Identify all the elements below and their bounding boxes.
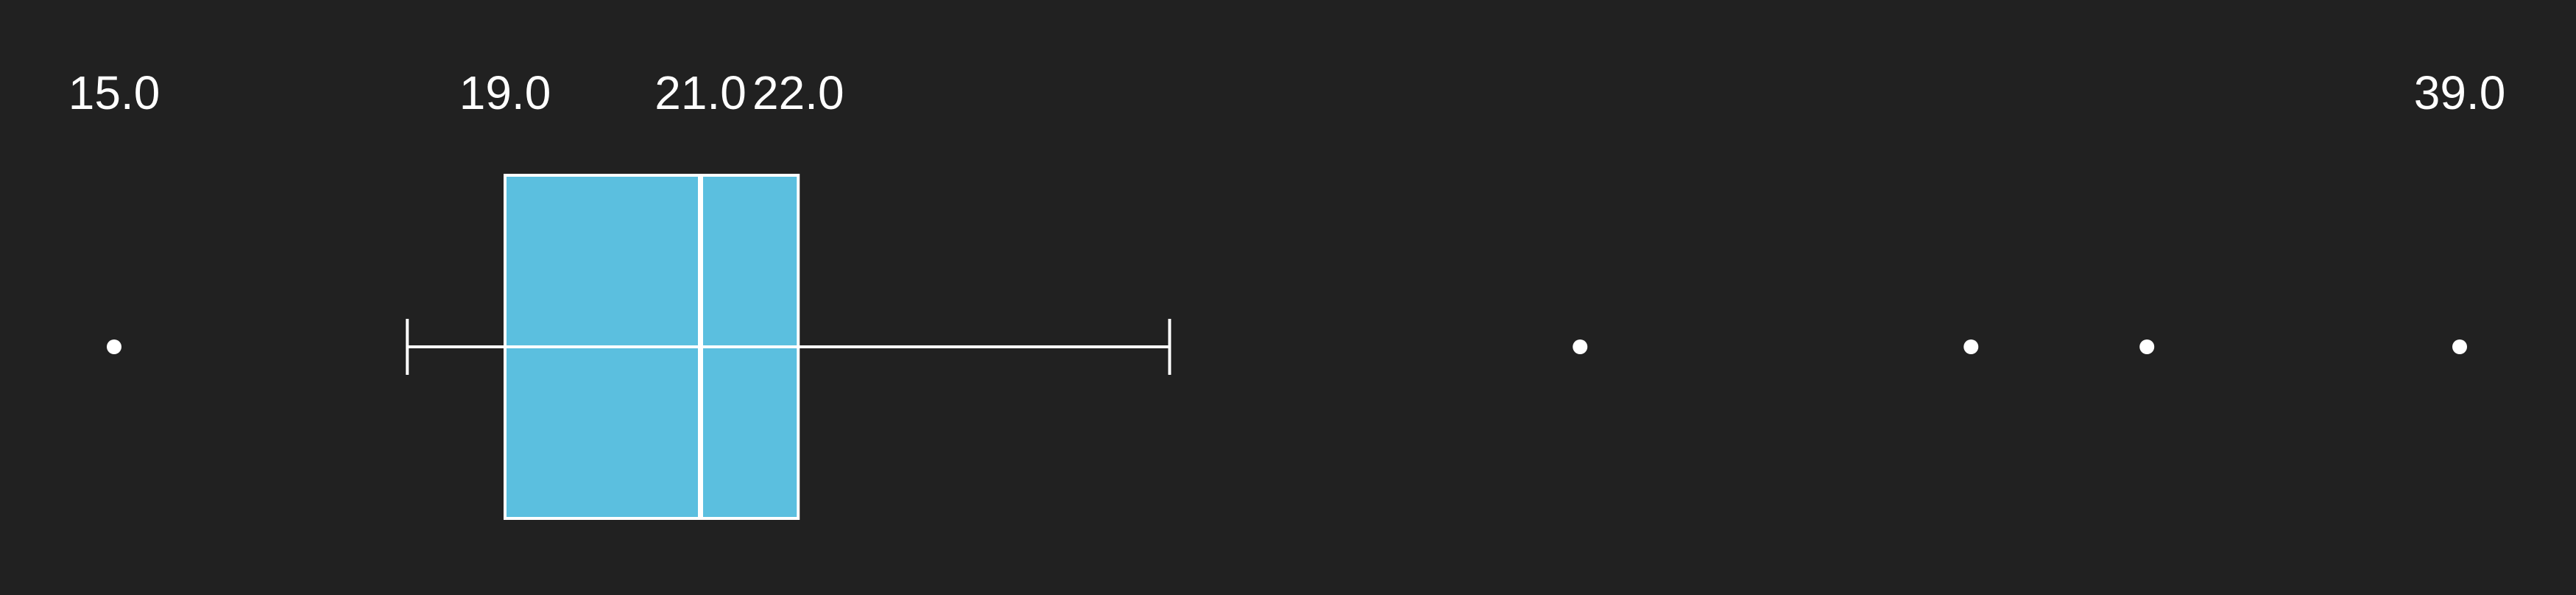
outlier-point xyxy=(2452,339,2467,354)
value-label: 39.0 xyxy=(2414,66,2506,119)
value-label: 19.0 xyxy=(459,66,551,119)
outlier-point xyxy=(1963,339,1979,354)
value-label: 21.0 xyxy=(654,66,747,119)
outlier-point xyxy=(107,339,121,354)
outlier-point xyxy=(1573,339,1588,354)
value-label: 22.0 xyxy=(752,66,844,119)
value-label: 15.0 xyxy=(68,66,160,119)
outlier-group xyxy=(107,339,2467,354)
value-label-group: 15.0 19.0 21.0 22.0 39.0 xyxy=(68,66,2506,119)
outlier-point xyxy=(2139,339,2155,354)
box-group xyxy=(504,174,800,520)
